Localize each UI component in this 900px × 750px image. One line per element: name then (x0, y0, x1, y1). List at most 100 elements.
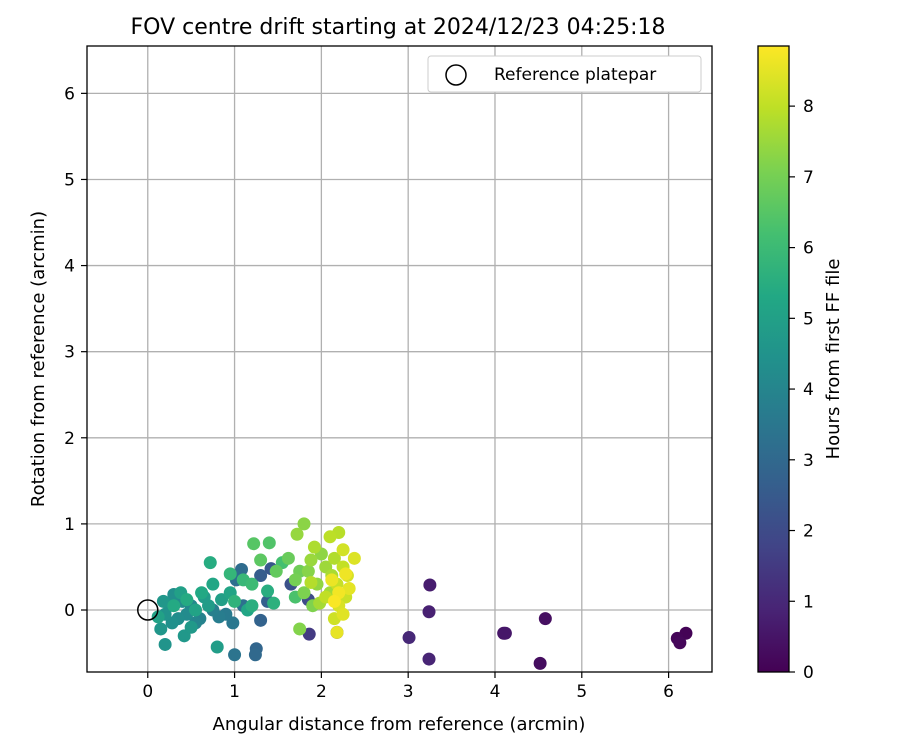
data-point (203, 556, 217, 570)
data-point (267, 596, 281, 610)
x-tick-label: 4 (490, 682, 501, 702)
data-point (156, 594, 170, 608)
data-point (202, 599, 216, 613)
data-point (254, 569, 268, 583)
data-point (245, 577, 259, 591)
data-point (304, 553, 318, 567)
data-point (180, 593, 194, 607)
legend-marker-reference (445, 64, 467, 86)
data-point (262, 536, 276, 550)
data-point (533, 656, 547, 670)
data-point (184, 620, 198, 634)
x-tick-label: 2 (316, 682, 327, 702)
data-point (336, 543, 350, 557)
colorbar-tick-label: 1 (803, 592, 814, 612)
colorbar-tick-label: 3 (803, 451, 814, 471)
y-axis-label: Rotation from reference (arcmin) (28, 211, 49, 507)
x-tick-label: 6 (663, 682, 674, 702)
data-point (247, 537, 261, 551)
data-point (293, 622, 307, 636)
data-point (223, 567, 237, 581)
data-points (151, 517, 693, 670)
data-point (342, 581, 356, 595)
y-tick-label: 5 (64, 170, 75, 190)
data-point (422, 652, 436, 666)
y-tick-label: 0 (64, 601, 75, 621)
colorbar-label: Hours from first FF file (823, 259, 844, 460)
chart-title: FOV centre drift starting at 2024/12/23 … (131, 15, 666, 40)
data-point (281, 551, 295, 565)
colorbar-frame (757, 45, 790, 673)
data-point (226, 616, 240, 630)
data-point (423, 578, 437, 592)
x-tick-label: 0 (142, 682, 153, 702)
data-point (189, 603, 203, 617)
data-point (248, 648, 262, 662)
data-point (215, 593, 229, 607)
data-point (158, 637, 172, 651)
x-tick-label: 3 (403, 682, 414, 702)
data-point (498, 626, 512, 640)
data-point (347, 551, 361, 565)
data-point (290, 527, 304, 541)
reference-platepar-marker (137, 599, 159, 621)
data-point (254, 613, 268, 627)
colorbar-tick-label: 5 (803, 309, 814, 329)
y-axis-ticks: 0 1 2 3 4 5 6 (64, 84, 87, 621)
colorbar-tick-label: 6 (803, 239, 814, 259)
colorbar-tick-label: 7 (803, 168, 814, 188)
data-point (288, 573, 302, 587)
data-point (422, 605, 436, 619)
legend-entry-reference: Reference platepar (494, 65, 656, 85)
data-point (177, 629, 191, 643)
data-point (228, 594, 242, 608)
data-point (327, 551, 341, 565)
data-point (673, 636, 687, 650)
data-point (325, 573, 339, 587)
y-tick-label: 2 (64, 429, 75, 449)
plot-frame (86, 45, 713, 673)
data-point (336, 607, 350, 621)
data-point (167, 599, 181, 613)
colorbar-tick-label: 8 (803, 97, 814, 117)
data-point (302, 627, 316, 641)
x-tick-label: 5 (576, 682, 587, 702)
data-point (269, 564, 283, 578)
y-tick-label: 3 (64, 343, 75, 363)
data-point (254, 553, 268, 567)
data-point (307, 540, 321, 554)
data-point (297, 586, 311, 600)
colorbar-tick-label: 2 (803, 522, 814, 542)
data-point (206, 577, 220, 591)
data-point (323, 530, 337, 544)
data-point (304, 575, 318, 589)
data-point (228, 648, 242, 662)
y-tick-label: 6 (64, 84, 75, 104)
data-point (210, 640, 224, 654)
x-tick-label: 1 (229, 682, 240, 702)
legend-box (427, 55, 702, 93)
data-point (195, 586, 209, 600)
colorbar-ticks: 0 1 2 3 4 5 6 7 8 (789, 97, 814, 683)
data-point (165, 616, 179, 630)
data-point (297, 517, 311, 531)
y-tick-label: 1 (64, 515, 75, 535)
data-point (402, 631, 416, 645)
colorbar-tick-label: 0 (803, 663, 814, 683)
data-point (339, 567, 353, 581)
data-point (327, 594, 341, 608)
reference-layer (137, 599, 159, 621)
data-point (330, 625, 344, 639)
y-tick-label: 4 (64, 257, 75, 277)
colorbar: 0 1 2 3 4 5 6 7 8 Hours from first FF file (757, 45, 844, 683)
legend: Reference platepar (427, 55, 702, 93)
data-point (538, 612, 552, 626)
data-point (154, 622, 168, 636)
data-point (151, 610, 165, 624)
data-point (245, 599, 259, 613)
data-point (235, 563, 249, 577)
colorbar-gradient (758, 46, 789, 672)
x-axis-label: Angular distance from reference (arcmin) (213, 714, 586, 735)
